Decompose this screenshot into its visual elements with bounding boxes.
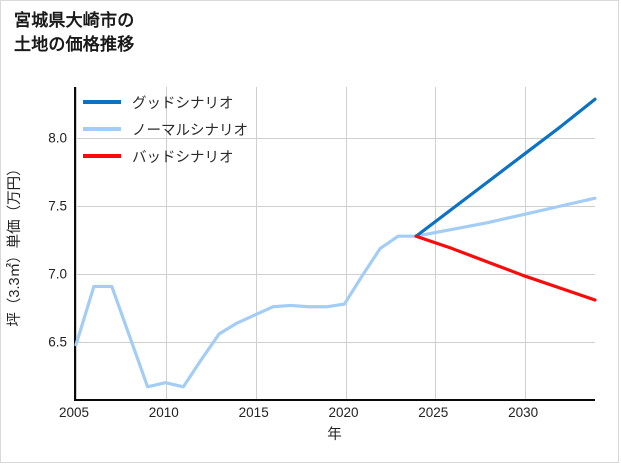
x-axis-label: 年 xyxy=(327,427,342,443)
chart-title: 宮城県大崎市の 土地の価格推移 xyxy=(14,11,135,55)
legend-swatch-normal-icon xyxy=(83,127,121,131)
gridline-vertical xyxy=(165,87,167,399)
x-tick-label: 2030 xyxy=(508,405,539,420)
series-line-bad xyxy=(414,234,597,302)
legend-item-bad[interactable]: バッドシナリオ xyxy=(83,145,248,167)
y-tick-label: 7.5 xyxy=(48,198,67,214)
y-tick-label: 6.5 xyxy=(48,334,67,350)
legend-swatch-good-icon xyxy=(83,100,121,104)
x-tick-label: 2025 xyxy=(418,405,449,420)
x-tick-label: 2015 xyxy=(238,405,269,420)
legend-swatch-bad-icon xyxy=(83,154,121,158)
x-tick-label: 2010 xyxy=(148,405,179,420)
legend-item-normal[interactable]: ノーマルシナリオ xyxy=(83,118,248,140)
gridline-horizontal xyxy=(76,137,595,139)
y-axis-label: 坪（3.3㎡）単価（万円） xyxy=(6,161,23,327)
y-axis-ticks: 6.5 7.0 7.5 8.0 xyxy=(1,87,67,401)
data-lines xyxy=(74,97,597,389)
x-tick-label: 2005 xyxy=(58,405,90,420)
series-line-normal xyxy=(74,196,597,389)
x-tick-label: 2020 xyxy=(328,405,359,420)
series-line-good xyxy=(414,97,597,238)
chart-legend: グッドシナリオ ノーマルシナリオ バッドシナリオ xyxy=(83,91,248,167)
gridline-horizontal xyxy=(76,342,595,344)
x-axis-ticks: 2005 2010 2015 2020 2025 2030 xyxy=(59,401,595,425)
gridline-vertical xyxy=(345,87,347,399)
legend-label-normal: ノーマルシナリオ xyxy=(132,122,248,139)
gridline-horizontal xyxy=(76,205,595,207)
legend-item-good[interactable]: グッドシナリオ xyxy=(83,91,248,113)
gridline-horizontal xyxy=(76,274,595,275)
legend-label-good: グッドシナリオ xyxy=(132,95,234,112)
plot-area xyxy=(74,87,597,401)
gridline-vertical xyxy=(525,87,527,399)
y-tick-label: 8.0 xyxy=(48,130,67,145)
legend-label-bad: バッドシナリオ xyxy=(132,149,234,166)
gridline-vertical xyxy=(76,87,77,399)
gridline-vertical xyxy=(255,87,257,399)
y-tick-label: 7.0 xyxy=(48,266,67,282)
